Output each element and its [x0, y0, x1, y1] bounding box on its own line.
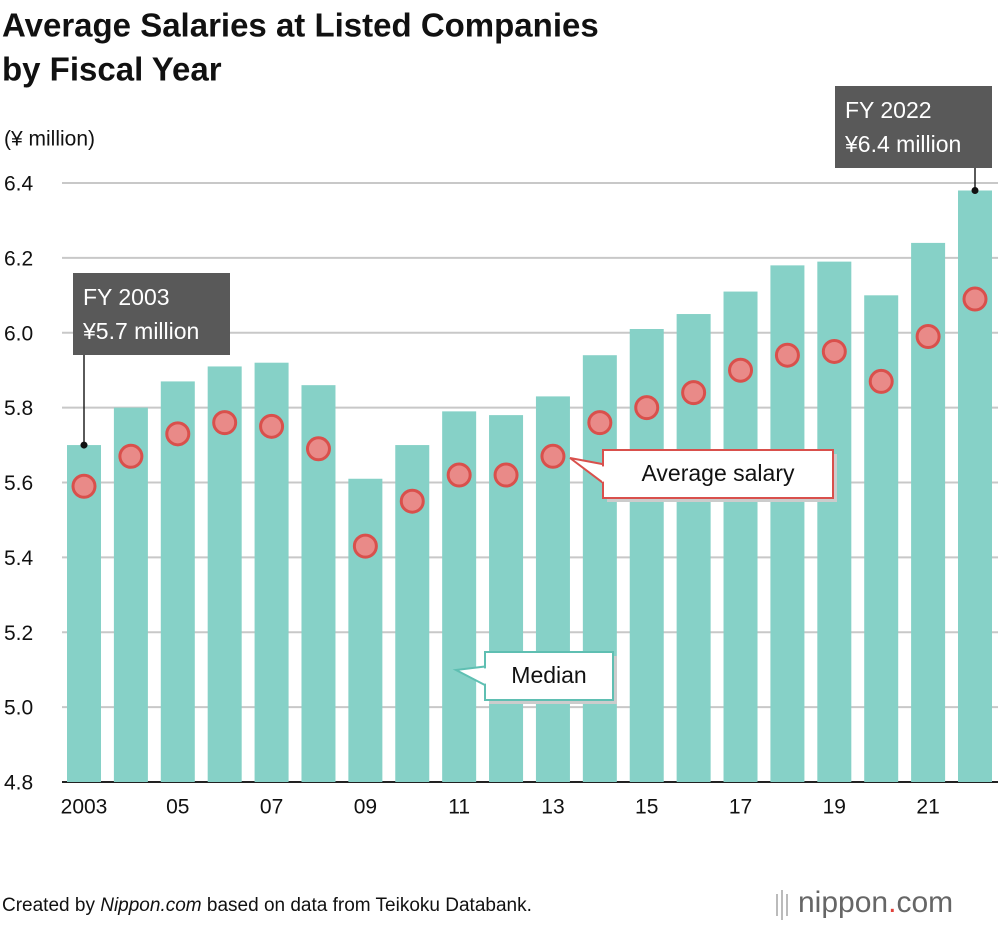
logo-text: nippon.com — [798, 886, 953, 919]
point — [728, 357, 754, 383]
annotation-dot — [80, 441, 88, 449]
logo: nippon.com — [776, 886, 953, 920]
callout-cover — [602, 466, 605, 482]
footer-text: Created by — [2, 895, 100, 916]
x-tick-label: 07 — [260, 796, 283, 819]
point — [774, 342, 800, 368]
bar — [113, 407, 148, 782]
y-tick-label: 5.2 — [4, 622, 33, 645]
annotation-text: ¥5.7 million — [82, 318, 199, 344]
point — [259, 413, 285, 439]
point — [493, 462, 519, 488]
logo-bar — [776, 894, 778, 916]
bar — [160, 381, 195, 782]
y-tick-label: 5.0 — [4, 697, 33, 720]
point — [446, 462, 472, 488]
x-tick-label: 21 — [916, 796, 939, 819]
point — [681, 380, 707, 406]
x-tick-label: 19 — [823, 796, 846, 819]
x-tick-label: 09 — [354, 796, 377, 819]
point — [352, 533, 378, 559]
y-tick-label: 5.4 — [4, 547, 34, 570]
point — [915, 323, 941, 349]
logo-text: com — [896, 886, 953, 919]
y-tick-label: 4.8 — [4, 772, 33, 795]
point — [399, 488, 425, 514]
x-tick-label: 2003 — [61, 796, 108, 819]
y-tick-label: 5.6 — [4, 472, 33, 495]
chart-title: by Fiscal Year — [2, 51, 222, 88]
x-tick-label: 15 — [635, 796, 658, 819]
footer-text: Nippon.com — [100, 895, 201, 916]
bar — [958, 190, 992, 783]
bar — [348, 478, 383, 782]
y-axis-label: (¥ million) — [4, 128, 95, 151]
logo-bar — [781, 890, 783, 920]
point — [821, 338, 847, 364]
callout-box — [484, 651, 614, 701]
x-tick-label: 11 — [448, 796, 470, 819]
annotations: FY 2003 ¥5.7 million FY 2022 ¥6.4 million Av… — [73, 86, 992, 704]
legend-label: Average salary — [642, 460, 795, 486]
x-tick-label: 13 — [541, 796, 564, 819]
footer-text: based on data from Teikoku Databank. — [202, 895, 532, 916]
point — [305, 436, 331, 462]
point — [587, 410, 613, 436]
point — [868, 368, 894, 394]
annotation-text: ¥6.4 million — [844, 131, 961, 157]
y-tick-label: 5.8 — [4, 397, 33, 420]
bar — [911, 242, 946, 782]
logo-bar — [786, 894, 788, 916]
annotation-text: FY 2022 — [845, 97, 932, 123]
y-tick-label: 6.0 — [4, 322, 33, 345]
y-tick-label: 6.2 — [4, 247, 33, 270]
logo-text: nippon — [798, 886, 888, 919]
y-tick-label: 6.4 — [4, 173, 34, 196]
point — [212, 410, 238, 436]
marks — [67, 190, 992, 783]
point — [962, 286, 988, 312]
logo-text: . — [888, 886, 896, 919]
annotation-box — [73, 273, 230, 355]
chart-title: Average Salaries at Listed Companies — [2, 7, 599, 44]
point — [71, 473, 97, 499]
x-tick-label: 05 — [166, 796, 189, 819]
bar — [864, 295, 899, 782]
bar — [67, 445, 101, 782]
legend-label: Median — [511, 662, 586, 688]
callout-cover — [484, 668, 487, 684]
x-tick-label: 17 — [729, 796, 752, 819]
annotation-text: FY 2003 — [83, 284, 170, 310]
bar — [207, 366, 242, 782]
point — [634, 395, 660, 421]
footer: Created by Nippon.com based on data from… — [2, 895, 532, 916]
point — [540, 443, 566, 469]
point — [118, 443, 144, 469]
point — [165, 421, 191, 447]
annotation-dot — [971, 186, 979, 194]
callout-box — [602, 449, 834, 499]
annotation-box — [835, 86, 992, 168]
